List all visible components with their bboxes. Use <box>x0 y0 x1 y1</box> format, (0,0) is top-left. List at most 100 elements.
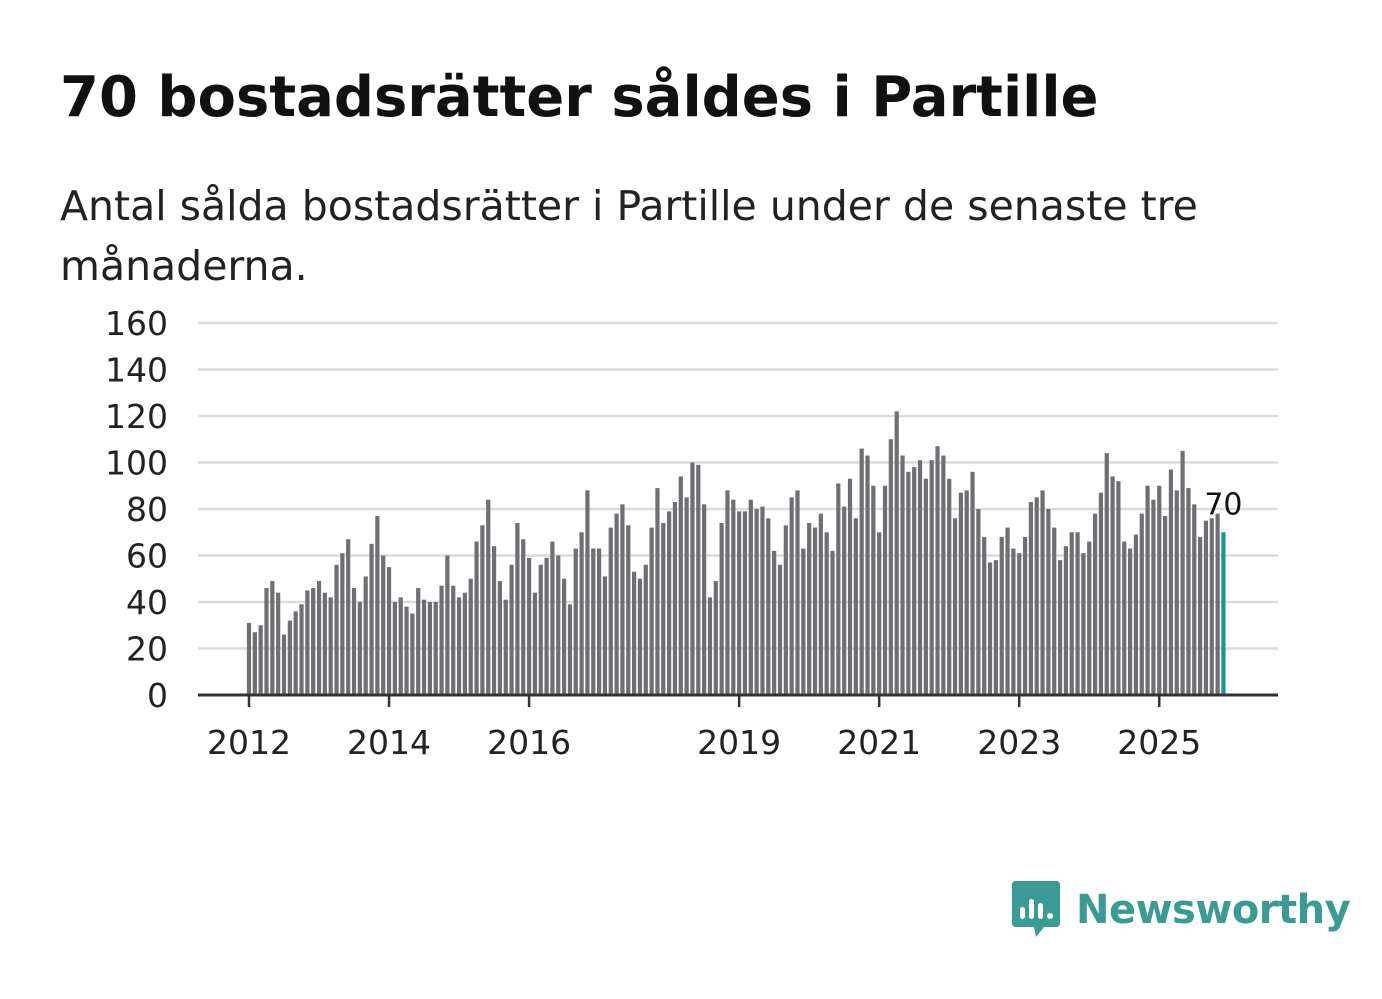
y-tick-label: 80 <box>126 490 168 529</box>
bars <box>246 411 1226 695</box>
bar <box>632 571 637 695</box>
bar <box>637 578 643 695</box>
x-tick-label: 2025 <box>1117 723 1201 762</box>
bar <box>281 634 287 695</box>
bar <box>328 597 333 695</box>
bar <box>474 541 479 695</box>
bar <box>719 522 724 695</box>
bar <box>894 411 899 695</box>
bar <box>614 513 619 695</box>
bar <box>503 599 508 695</box>
bar <box>276 592 281 695</box>
bar <box>439 585 444 695</box>
bar <box>661 522 666 695</box>
y-tick-label: 0 <box>147 676 168 715</box>
bar <box>322 592 327 695</box>
bar <box>544 557 549 695</box>
bar <box>509 564 514 695</box>
bar <box>987 562 993 695</box>
bar <box>737 511 742 695</box>
bar <box>1034 497 1039 695</box>
chart-subtitle: Antal sålda bostadsrätter i Partille und… <box>60 182 1198 290</box>
bar <box>847 478 853 695</box>
bar <box>1198 536 1203 695</box>
bar <box>830 550 835 695</box>
bar <box>1110 476 1115 695</box>
bar <box>1052 527 1057 695</box>
bar <box>731 499 736 695</box>
bar <box>1174 490 1179 695</box>
bar <box>667 511 672 695</box>
bar <box>1209 518 1214 695</box>
bar <box>357 602 362 695</box>
bar <box>427 602 432 695</box>
bar <box>1069 532 1074 695</box>
bar <box>491 546 497 695</box>
bar <box>900 455 905 695</box>
x-axis-ticks: 2012 2014 2016 2019 2021 2023 2025 <box>207 695 1201 762</box>
newsworthy-logo[interactable]: Newsworthy <box>1010 878 1351 942</box>
bar <box>871 485 876 695</box>
bar <box>468 578 473 695</box>
bar <box>421 599 427 695</box>
highlight-bar <box>1221 532 1226 695</box>
bar <box>561 578 567 695</box>
bar <box>690 462 695 695</box>
chart-title: 70 bostadsrätter såldes i Partille <box>60 65 1099 130</box>
bar <box>246 622 252 695</box>
bar <box>678 476 683 695</box>
bar <box>270 581 275 695</box>
bar <box>912 467 917 695</box>
bar <box>573 548 578 695</box>
bar <box>369 543 374 695</box>
bar <box>456 597 462 695</box>
bar <box>410 613 415 695</box>
bar <box>684 497 689 695</box>
y-tick-label: 160 <box>105 304 168 343</box>
bar <box>340 553 345 695</box>
bar <box>707 597 713 695</box>
bar <box>1122 541 1127 695</box>
bar <box>993 560 998 695</box>
bar <box>1087 541 1092 695</box>
bar <box>1145 485 1150 695</box>
bar <box>772 550 777 695</box>
bar <box>824 532 829 695</box>
y-tick-label: 120 <box>105 397 168 436</box>
bar <box>655 488 660 695</box>
bar <box>888 439 893 695</box>
bar <box>818 513 823 695</box>
bar <box>1157 485 1162 695</box>
bar <box>842 506 847 695</box>
bar <box>311 588 316 695</box>
bar <box>293 611 298 695</box>
bar <box>521 539 526 695</box>
bar <box>480 525 485 695</box>
bar <box>392 602 397 695</box>
bar <box>538 564 543 695</box>
bar <box>1075 532 1080 695</box>
bar <box>929 460 934 695</box>
brand-name: Newsworthy <box>1076 887 1351 933</box>
bar <box>976 509 981 695</box>
bar <box>550 541 555 695</box>
x-tick-label: 2021 <box>837 723 921 762</box>
bar <box>433 602 438 695</box>
y-axis-ticks: 0 20 40 60 80 100 120 140 160 <box>105 304 168 715</box>
y-tick-label: 20 <box>126 630 168 669</box>
newsworthy-logo-icon <box>1012 881 1060 937</box>
x-tick-label: 2019 <box>697 723 781 762</box>
bar <box>836 483 841 695</box>
bar <box>783 525 788 695</box>
bar <box>696 464 701 695</box>
bar <box>1186 488 1191 695</box>
bar <box>947 478 952 695</box>
bar <box>445 555 450 695</box>
bar <box>917 460 923 695</box>
bar <box>1116 481 1121 695</box>
bar <box>964 490 969 695</box>
bar <box>591 548 596 695</box>
x-tick-label: 2014 <box>347 723 431 762</box>
bar <box>754 509 759 695</box>
